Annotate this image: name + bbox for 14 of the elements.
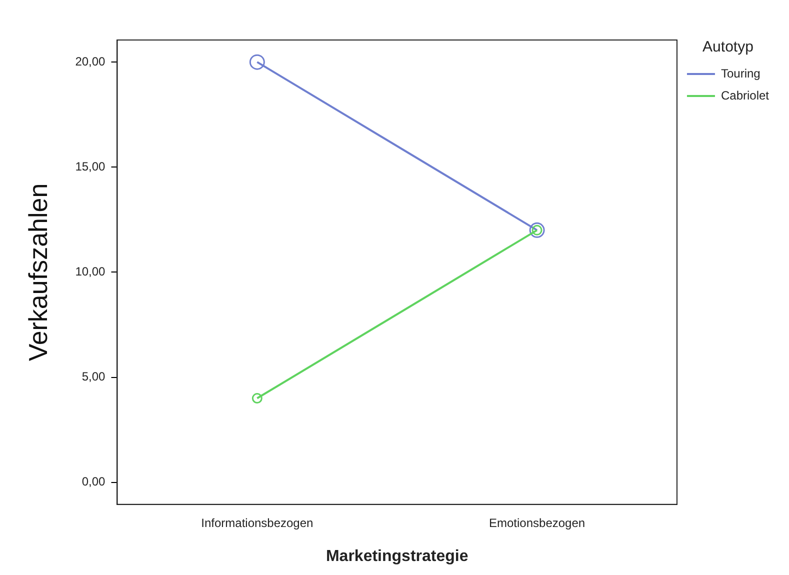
y-tick-label: 5,00 [82,370,106,384]
y-tick-label: 10,00 [75,264,106,279]
point [249,54,265,70]
point [252,393,262,404]
y-tick-label: 0,00 [82,474,106,489]
x-tick-label: Informationsbezogen [201,516,314,530]
legend-label: Touring [720,66,760,80]
legend-label: Cabriolet [720,88,770,102]
y-tick-label: 20,00 [75,54,106,68]
y-axis-title: Verkaufszahlen [22,183,53,362]
legend-title: Autotyp [702,38,754,56]
x-axis-title: Marketingstrategie [326,548,468,565]
y-tick-label: 15,00 [75,159,106,174]
x-tick-label: Emotionsbezogen [489,516,586,530]
